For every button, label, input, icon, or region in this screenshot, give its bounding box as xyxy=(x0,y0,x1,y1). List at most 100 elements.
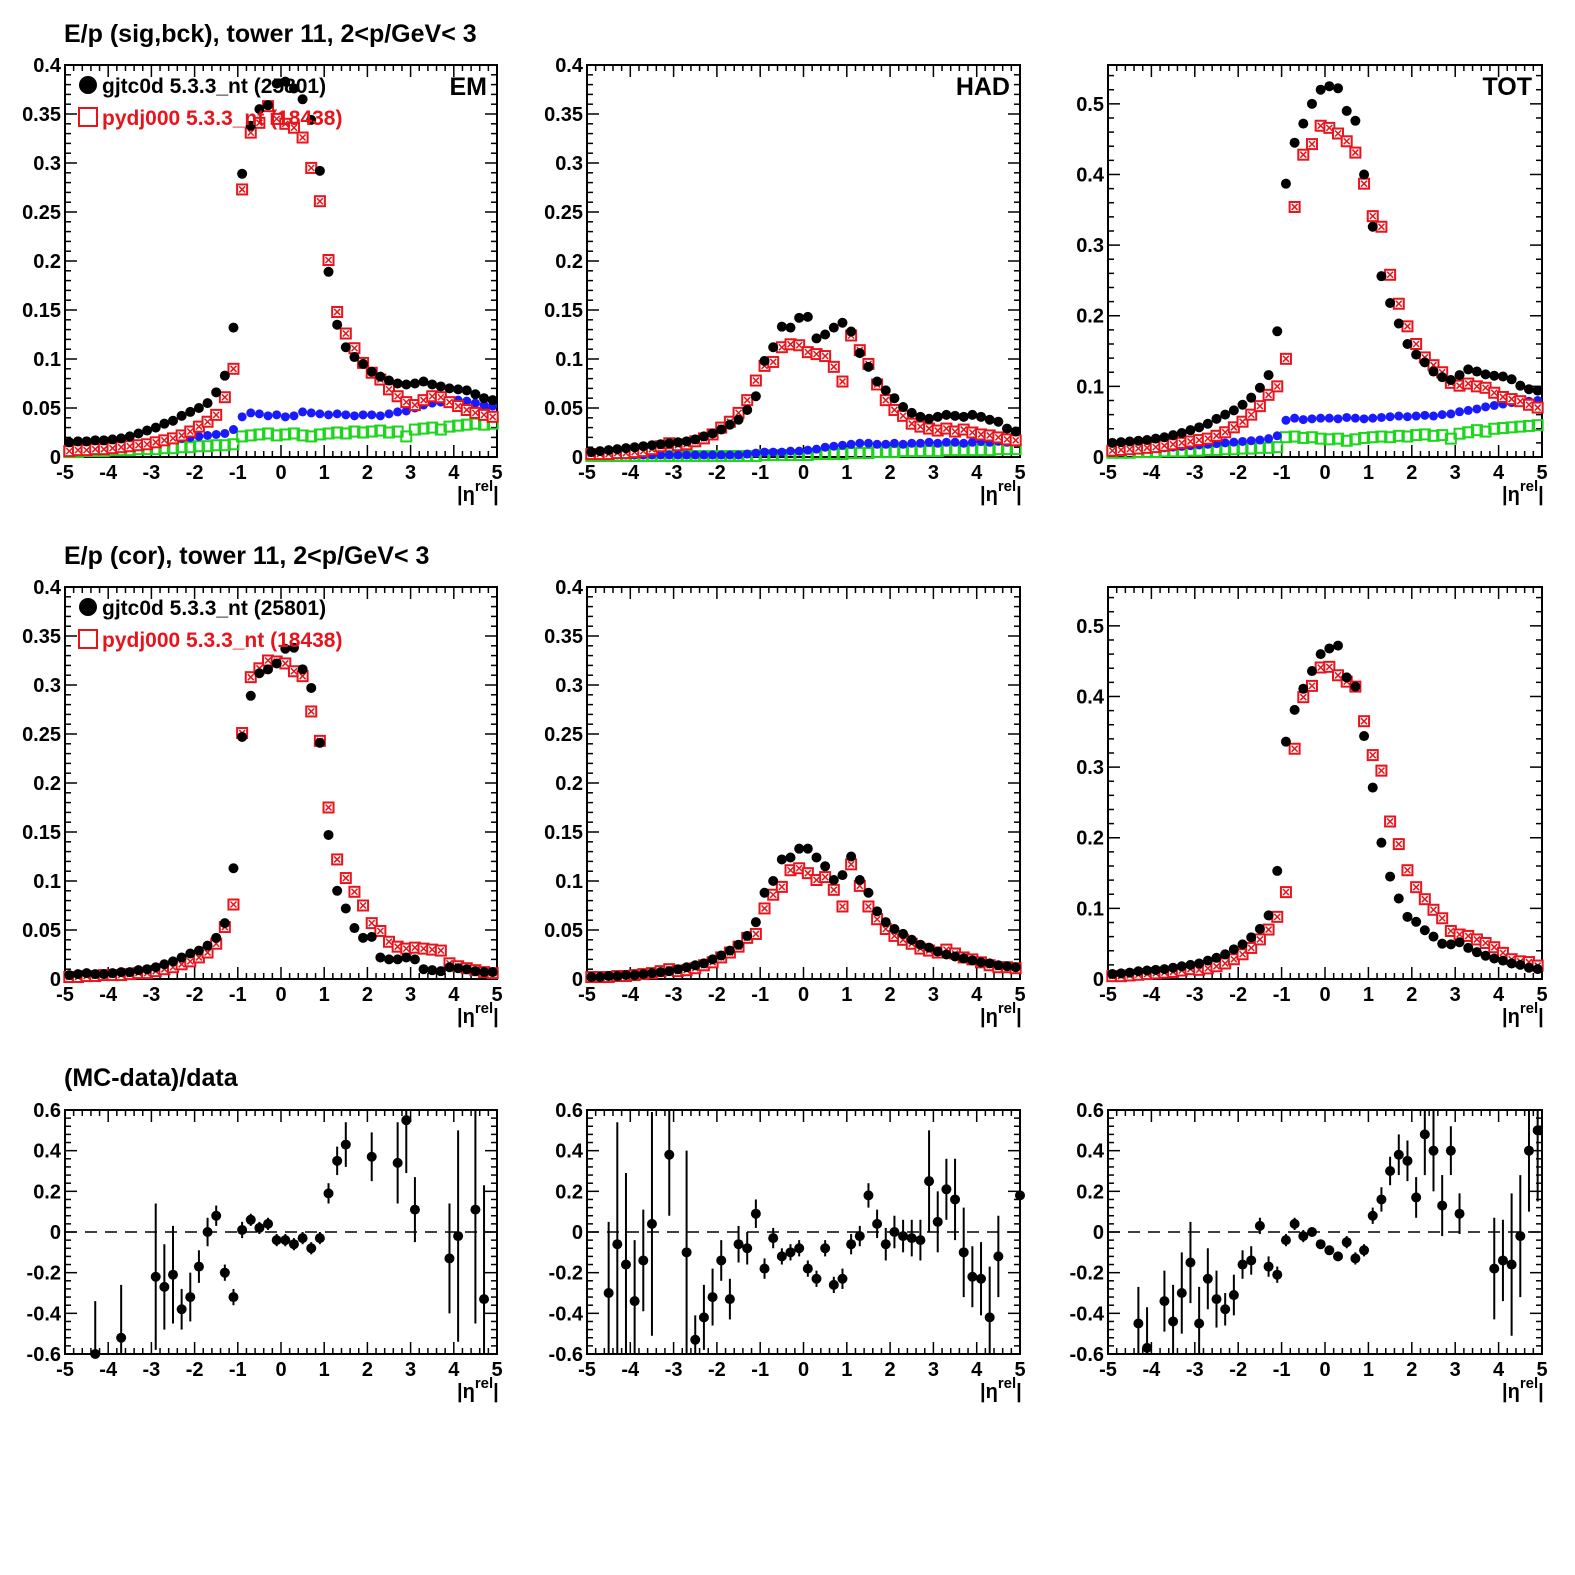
point-marker xyxy=(1480,369,1491,380)
point-cross xyxy=(1134,444,1142,453)
series-mc xyxy=(585,858,1022,984)
point-marker xyxy=(427,379,438,390)
point-marker xyxy=(313,428,326,441)
point-marker xyxy=(976,411,987,422)
point-marker xyxy=(384,409,394,419)
y-tick-label: 0.3 xyxy=(1076,757,1104,779)
point-marker xyxy=(237,412,247,422)
x-tick-label: -2 xyxy=(1229,984,1247,1006)
point-marker xyxy=(1220,438,1230,448)
point-marker xyxy=(1418,428,1431,441)
series-data xyxy=(64,642,498,981)
point-cross xyxy=(821,873,829,881)
point-marker xyxy=(742,930,753,941)
point-marker xyxy=(1150,964,1161,975)
point-marker xyxy=(759,355,770,366)
point-marker xyxy=(889,1227,900,1237)
point-marker xyxy=(1246,1255,1257,1266)
point-marker xyxy=(672,437,683,448)
point-marker xyxy=(1393,1149,1404,1160)
point-marker xyxy=(1159,432,1170,443)
point-marker xyxy=(811,333,822,344)
point-marker xyxy=(1271,441,1284,454)
x-axis-title: |ηrel| xyxy=(457,1375,499,1403)
point-marker xyxy=(707,428,718,439)
point-cross xyxy=(1221,959,1229,967)
plot-frame xyxy=(586,586,1021,980)
point-marker xyxy=(1496,422,1509,435)
point-marker xyxy=(193,1261,204,1272)
point-cross xyxy=(324,256,333,264)
point-marker xyxy=(1402,338,1413,349)
point-cross xyxy=(951,427,959,436)
point-marker xyxy=(664,450,674,460)
x-tick-label: 0 xyxy=(798,462,809,484)
point-marker xyxy=(932,411,943,422)
y-tick-label: 0.4 xyxy=(555,577,584,599)
point-cross xyxy=(411,401,419,409)
point-cross xyxy=(178,960,186,968)
point-marker xyxy=(750,1208,761,1219)
point-marker xyxy=(1515,380,1526,391)
y-tick-label: 0 xyxy=(572,969,583,991)
point-marker xyxy=(366,931,377,942)
point-marker xyxy=(72,436,83,447)
point-marker xyxy=(1324,643,1335,654)
point-marker xyxy=(1228,944,1239,955)
point-marker xyxy=(263,100,274,111)
point-marker xyxy=(1445,375,1456,386)
point-marker xyxy=(358,932,369,943)
point-marker xyxy=(1376,837,1387,848)
point-marker xyxy=(1375,430,1388,443)
point-marker xyxy=(479,400,489,410)
point-cross xyxy=(1343,137,1351,145)
point-marker xyxy=(664,1149,675,1160)
point-marker xyxy=(1168,962,1179,973)
x-tick-label: 0 xyxy=(275,1359,286,1381)
point-cross xyxy=(402,398,410,406)
point-marker xyxy=(150,422,161,433)
point-marker xyxy=(959,438,969,448)
y-tick-label: 0.2 xyxy=(1076,1181,1104,1203)
point-cross xyxy=(1186,437,1194,445)
x-tick-label: 1 xyxy=(841,984,852,1006)
point-cross xyxy=(463,406,471,414)
point-marker xyxy=(820,329,831,340)
point-marker xyxy=(1142,435,1153,446)
x-tick-label: -4 xyxy=(621,984,640,1006)
point-marker xyxy=(297,1233,308,1244)
point-marker xyxy=(794,843,805,854)
y-tick-label: 0.6 xyxy=(1076,1100,1104,1122)
point-cross xyxy=(786,340,795,348)
x-tick-label: -1 xyxy=(229,984,247,1006)
point-marker xyxy=(1211,952,1222,963)
point-marker xyxy=(332,1155,343,1166)
point-marker xyxy=(479,1294,490,1305)
point-marker xyxy=(950,410,961,421)
y-tick-label: 0.05 xyxy=(544,920,583,942)
point-cross xyxy=(247,129,255,137)
point-cross xyxy=(195,423,203,431)
point-cross xyxy=(316,197,324,205)
point-cross xyxy=(204,949,212,957)
point-marker xyxy=(707,954,718,965)
point-marker xyxy=(1359,731,1370,742)
point-marker xyxy=(1315,1239,1326,1250)
point-marker xyxy=(603,1288,614,1298)
point-marker xyxy=(366,366,377,377)
point-cross xyxy=(735,409,743,417)
point-marker xyxy=(941,949,952,960)
point-marker xyxy=(1455,407,1465,417)
point-marker xyxy=(967,437,977,447)
point-cross xyxy=(100,445,108,453)
y-tick-label: 0.2 xyxy=(33,251,61,273)
point-marker xyxy=(133,428,144,439)
point-marker xyxy=(907,438,917,448)
point-marker xyxy=(314,1233,325,1244)
y-tick-label: 0.05 xyxy=(22,920,61,942)
point-marker xyxy=(98,435,109,446)
point-cross xyxy=(1482,384,1490,392)
point-cross xyxy=(1395,300,1403,308)
point-marker xyxy=(967,1271,978,1282)
point-marker xyxy=(1368,413,1378,423)
